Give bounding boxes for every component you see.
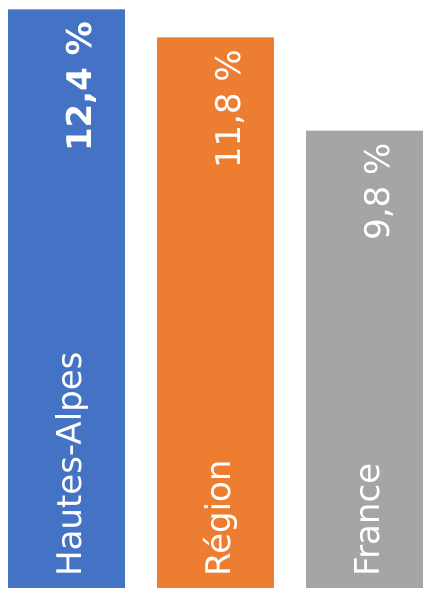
value-label: 12,4 %	[60, 21, 100, 151]
value-label: 11,8 %	[209, 49, 249, 168]
category-label: Région	[199, 460, 239, 576]
bar	[157, 37, 274, 589]
bar	[306, 130, 423, 588]
bar	[8, 9, 125, 589]
value-label: 9,8 %	[358, 143, 398, 240]
category-label: France	[348, 463, 388, 576]
category-label: Hautes-Alpes	[50, 352, 90, 576]
